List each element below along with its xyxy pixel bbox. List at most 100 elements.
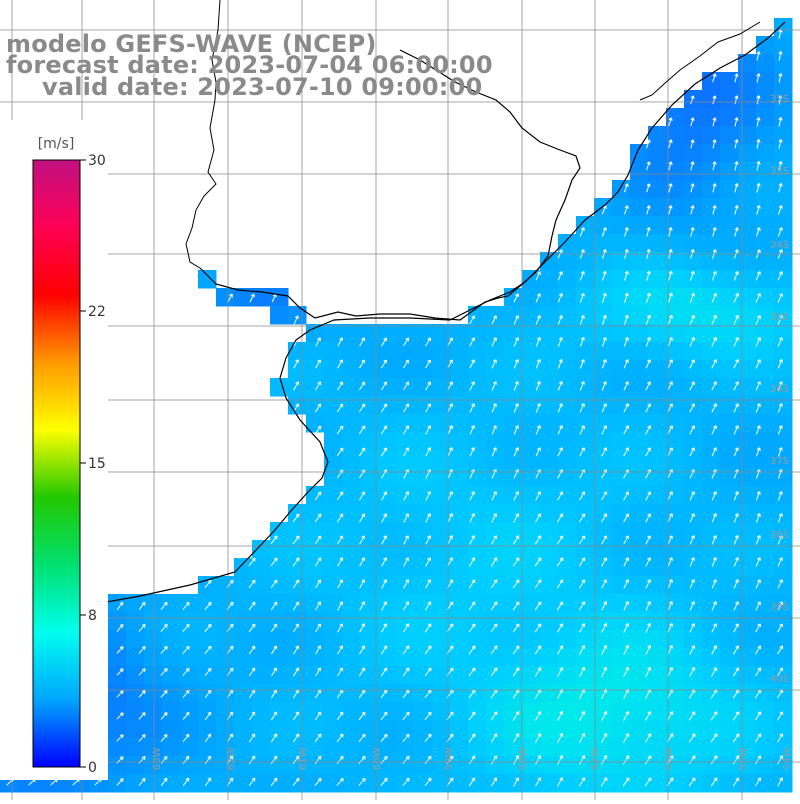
wind-cell: [324, 630, 343, 649]
wind-cell: [0, 720, 19, 739]
wind-cell: [504, 648, 523, 667]
wind-cell: [486, 612, 505, 631]
wind-cell: [702, 198, 721, 217]
wind-cell: [324, 684, 343, 703]
wind-cell: [774, 540, 793, 559]
wind-cell: [342, 522, 361, 541]
wind-cell: [396, 666, 415, 685]
wind-cell: [738, 324, 757, 343]
wind-cell: [648, 576, 667, 595]
wind-cell: [324, 432, 343, 451]
latitude-label: 38S: [770, 530, 789, 541]
wind-cell: [36, 684, 55, 703]
river-border: [186, 100, 216, 268]
wind-cell: [522, 504, 541, 523]
wind-cell: [738, 360, 757, 379]
wind-cell: [522, 342, 541, 361]
wind-cell: [108, 702, 127, 721]
wind-cell: [576, 486, 595, 505]
wind-cell: [288, 342, 307, 361]
wind-cell: [630, 162, 649, 181]
wind-cell: [378, 396, 397, 415]
wind-cell: [738, 342, 757, 361]
wind-cell: [324, 504, 343, 523]
wind-cell: [684, 378, 703, 397]
wind-cell: [702, 702, 721, 721]
wind-cell: [684, 126, 703, 145]
wind-cell: [414, 342, 433, 361]
wind-cell: [540, 630, 559, 649]
wind-cell: [684, 108, 703, 127]
wind-cell: [342, 396, 361, 415]
wind-cell: [342, 324, 361, 343]
wind-cell: [576, 216, 595, 235]
wind-cell: [666, 288, 685, 307]
wind-cell: [504, 396, 523, 415]
wind-cell: [576, 576, 595, 595]
wind-cell: [720, 720, 739, 739]
wind-cell: [504, 378, 523, 397]
wind-cell: [288, 684, 307, 703]
wind-cell: [558, 702, 577, 721]
wind-cell: [108, 648, 127, 667]
wind-cell: [594, 666, 613, 685]
wind-cell: [576, 594, 595, 613]
wind-cell: [684, 738, 703, 757]
wind-cell: [558, 774, 577, 793]
wind-cell: [306, 504, 325, 523]
wind-cell: [630, 702, 649, 721]
wind-cell: [576, 666, 595, 685]
wind-cell: [666, 252, 685, 271]
wind-cell: [738, 468, 757, 487]
wind-cell: [594, 540, 613, 559]
wind-cell: [468, 486, 487, 505]
wind-cell: [0, 666, 19, 685]
wind-cell: [612, 342, 631, 361]
wind-cell: [558, 522, 577, 541]
wind-cell: [396, 702, 415, 721]
wind-cell: [684, 774, 703, 793]
wind-cell: [378, 414, 397, 433]
wind-cell: [468, 684, 487, 703]
wind-cell: [324, 756, 343, 775]
wind-cell: [144, 612, 163, 631]
wind-cell: [738, 108, 757, 127]
wind-cell: [540, 774, 559, 793]
wind-cell: [504, 504, 523, 523]
wind-cell: [594, 414, 613, 433]
wind-cell: [90, 774, 109, 793]
wind-cell: [216, 702, 235, 721]
wind-cell: [522, 288, 541, 307]
wind-cell: [342, 738, 361, 757]
wind-cell: [324, 720, 343, 739]
wind-cell: [324, 540, 343, 559]
wind-cell: [594, 594, 613, 613]
wind-cell: [378, 612, 397, 631]
wind-cell: [306, 612, 325, 631]
wind-cell: [612, 684, 631, 703]
wind-cell: [630, 414, 649, 433]
wind-cell: [540, 558, 559, 577]
wind-cell: [666, 180, 685, 199]
wind-cell: [486, 450, 505, 469]
wind-cell: [90, 702, 109, 721]
wind-cell: [180, 630, 199, 649]
wind-cell: [324, 522, 343, 541]
wind-cell: [450, 540, 469, 559]
wind-cell: [738, 558, 757, 577]
wind-cell: [324, 702, 343, 721]
wind-cell: [540, 522, 559, 541]
wind-cell: [558, 540, 577, 559]
wind-cell: [666, 684, 685, 703]
wind-cell: [342, 486, 361, 505]
wind-cell: [666, 396, 685, 415]
wind-cell: [648, 198, 667, 217]
wind-arrow: [360, 316, 365, 324]
wind-cell: [288, 774, 307, 793]
wind-cell: [774, 36, 793, 55]
wind-cell: [774, 702, 793, 721]
wind-cell: [756, 576, 775, 595]
wind-cell: [756, 252, 775, 271]
wind-cell: [54, 774, 73, 793]
